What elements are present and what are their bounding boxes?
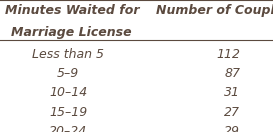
- Text: Number of Couples: Number of Couples: [156, 4, 273, 17]
- Text: 5–9: 5–9: [57, 67, 79, 80]
- Text: 10–14: 10–14: [49, 86, 87, 99]
- Text: 112: 112: [216, 48, 240, 60]
- Text: 15–19: 15–19: [49, 106, 87, 119]
- Text: 29: 29: [224, 125, 240, 132]
- Text: 31: 31: [224, 86, 240, 99]
- Text: Less than 5: Less than 5: [32, 48, 104, 60]
- Text: Marriage License: Marriage License: [11, 26, 132, 39]
- Text: 27: 27: [224, 106, 240, 119]
- Text: 87: 87: [224, 67, 240, 80]
- Text: Minutes Waited for: Minutes Waited for: [5, 4, 140, 17]
- Text: 20–24: 20–24: [49, 125, 87, 132]
